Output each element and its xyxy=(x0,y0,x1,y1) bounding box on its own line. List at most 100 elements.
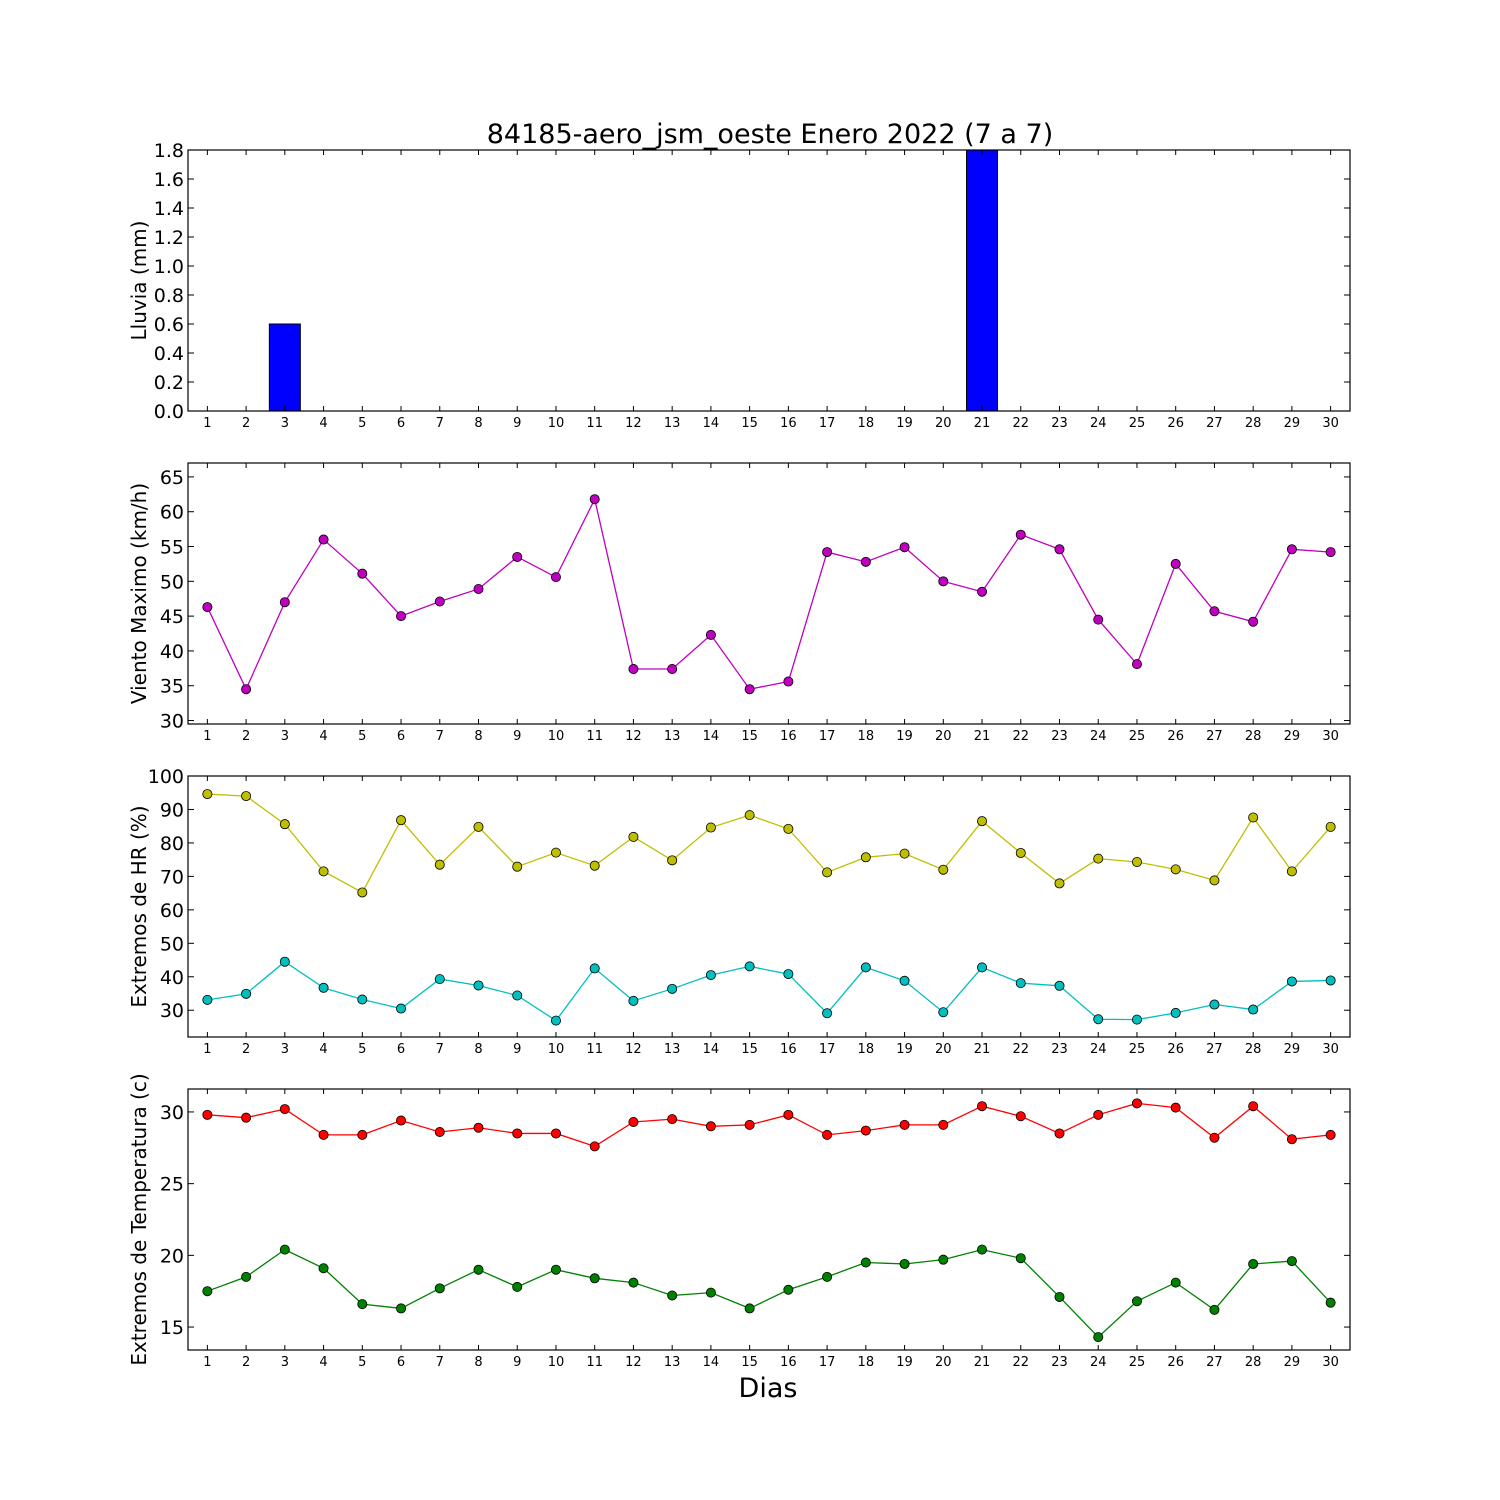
y-tick-label: 60 xyxy=(160,900,184,922)
data-point-series-2-day-7 xyxy=(434,974,445,985)
data-point-series-2-day-29 xyxy=(1286,976,1297,987)
x-tick-label: 7 xyxy=(436,416,444,431)
data-point-series-1-day-21 xyxy=(977,1101,988,1112)
data-point-series-2-day-22 xyxy=(1015,1253,1026,1264)
x-tick-label: 20 xyxy=(935,729,952,744)
data-point-series-2-day-2 xyxy=(241,1271,252,1282)
y-tick-label: 50 xyxy=(160,571,184,593)
data-point-series-1-day-24 xyxy=(1093,853,1104,864)
x-tick-label: 6 xyxy=(397,416,405,431)
data-point-series-1-day-9 xyxy=(512,861,523,872)
data-point-series-2-day-6 xyxy=(396,1303,407,1314)
data-point-series-2-day-5 xyxy=(357,1299,368,1310)
data-point-series-1-day-6 xyxy=(396,815,407,826)
data-point-series-1-day-2 xyxy=(241,684,252,695)
data-point-series-1-day-27 xyxy=(1209,1132,1220,1143)
data-point-series-1-day-26 xyxy=(1170,558,1181,569)
data-point-series-2-day-28 xyxy=(1248,1258,1259,1269)
data-point-series-2-day-3 xyxy=(279,956,290,967)
data-point-series-1-day-13 xyxy=(667,1114,678,1125)
data-point-series-1-day-30 xyxy=(1325,547,1336,558)
y-tick-label: 15 xyxy=(160,1317,184,1339)
data-point-series-2-day-27 xyxy=(1209,1304,1220,1315)
x-tick-label: 1 xyxy=(203,1042,211,1057)
x-tick-label: 16 xyxy=(780,416,797,431)
data-point-series-1-day-7 xyxy=(434,596,445,607)
data-point-series-1-day-30 xyxy=(1325,821,1336,832)
x-tick-label: 23 xyxy=(1051,1042,1068,1057)
x-tick-label: 6 xyxy=(397,1355,405,1370)
x-tick-label: 11 xyxy=(586,729,603,744)
data-point-series-1-day-20 xyxy=(938,576,949,587)
data-point-series-2-day-14 xyxy=(705,970,716,981)
data-point-series-1-day-21 xyxy=(977,586,988,597)
x-tick-label: 25 xyxy=(1129,729,1146,744)
x-tick-label: 19 xyxy=(896,729,913,744)
x-tick-label: 5 xyxy=(358,1355,366,1370)
data-point-series-2-day-26 xyxy=(1170,1277,1181,1288)
y-axis-label: Extremos de Temperatura (c) xyxy=(127,1073,151,1365)
x-tick-label: 4 xyxy=(319,1042,327,1057)
x-tick-label: 11 xyxy=(586,1042,603,1057)
data-point-series-1-day-19 xyxy=(899,1119,910,1130)
x-tick-label: 20 xyxy=(935,1355,952,1370)
data-point-series-2-day-13 xyxy=(667,1290,678,1301)
data-point-series-1-day-6 xyxy=(396,611,407,622)
data-point-series-2-day-7 xyxy=(434,1283,445,1294)
x-tick-label: 23 xyxy=(1051,416,1068,431)
y-tick-label: 1.4 xyxy=(154,198,184,220)
y-tick-label: 35 xyxy=(160,676,184,698)
x-tick-label: 11 xyxy=(586,1355,603,1370)
x-tick-label: 3 xyxy=(281,1355,289,1370)
x-tick-label: 22 xyxy=(1012,416,1029,431)
data-point-series-1-day-1 xyxy=(202,1109,213,1120)
x-tick-label: 10 xyxy=(548,1355,565,1370)
data-point-series-1-day-14 xyxy=(705,1121,716,1132)
data-point-series-2-day-25 xyxy=(1131,1014,1142,1025)
x-tick-label: 26 xyxy=(1167,1042,1184,1057)
data-point-series-2-day-17 xyxy=(822,1008,833,1019)
x-tick-label: 12 xyxy=(625,1355,642,1370)
x-tick-label: 5 xyxy=(358,416,366,431)
subplot-2: 1 2 3 4 5 6 7 8 9 10 11 12 13 14 15 16 17 18 19 20 21 22 23 24 2… xyxy=(127,462,1351,744)
data-point-series-1-day-2 xyxy=(241,791,252,802)
data-point-series-1-day-11 xyxy=(589,860,600,871)
data-point-series-1-day-19 xyxy=(899,542,910,553)
data-point-series-2-day-12 xyxy=(628,1277,639,1288)
data-point-series-1-day-18 xyxy=(860,556,871,567)
x-tick-label: 12 xyxy=(625,729,642,744)
data-point-series-2-day-30 xyxy=(1325,975,1336,986)
x-tick-label: 12 xyxy=(625,1042,642,1057)
x-tick-label: 29 xyxy=(1284,1355,1301,1370)
data-point-series-1-day-4 xyxy=(318,534,329,545)
data-point-series-1-day-17 xyxy=(822,1129,833,1140)
data-point-series-2-day-23 xyxy=(1054,1291,1065,1302)
data-point-series-2-day-30 xyxy=(1325,1297,1336,1308)
y-tick-label: 70 xyxy=(160,866,184,888)
y-tick-label: 80 xyxy=(160,833,184,855)
x-tick-label: 9 xyxy=(513,1042,521,1057)
data-point-series-2-day-18 xyxy=(860,1257,871,1268)
data-point-series-1-day-15 xyxy=(744,1119,755,1130)
data-point-series-2-day-11 xyxy=(589,1273,600,1284)
y-tick-label: 45 xyxy=(160,606,184,628)
data-point-series-2-day-9 xyxy=(512,1281,523,1292)
data-point-series-2-day-21 xyxy=(977,1244,988,1255)
y-tick-label: 40 xyxy=(160,967,184,989)
data-point-series-1-day-8 xyxy=(473,821,484,832)
data-point-series-2-day-16 xyxy=(783,969,794,980)
x-tick-label: 19 xyxy=(896,416,913,431)
y-tick-label: 65 xyxy=(160,467,184,489)
data-point-series-1-day-18 xyxy=(860,852,871,863)
data-point-series-1-day-5 xyxy=(357,887,368,898)
x-tick-label: 16 xyxy=(780,1042,797,1057)
x-tick-label: 24 xyxy=(1090,729,1107,744)
x-tick-label: 9 xyxy=(513,1355,521,1370)
y-tick-label: 30 xyxy=(160,1102,184,1124)
y-axis-label: Extremos de HR (%) xyxy=(127,805,151,1007)
x-tick-label: 4 xyxy=(319,416,327,431)
data-point-series-1-day-8 xyxy=(473,1122,484,1133)
x-tick-label: 23 xyxy=(1051,729,1068,744)
axes-frame xyxy=(187,149,1351,412)
data-point-series-2-day-5 xyxy=(357,994,368,1005)
